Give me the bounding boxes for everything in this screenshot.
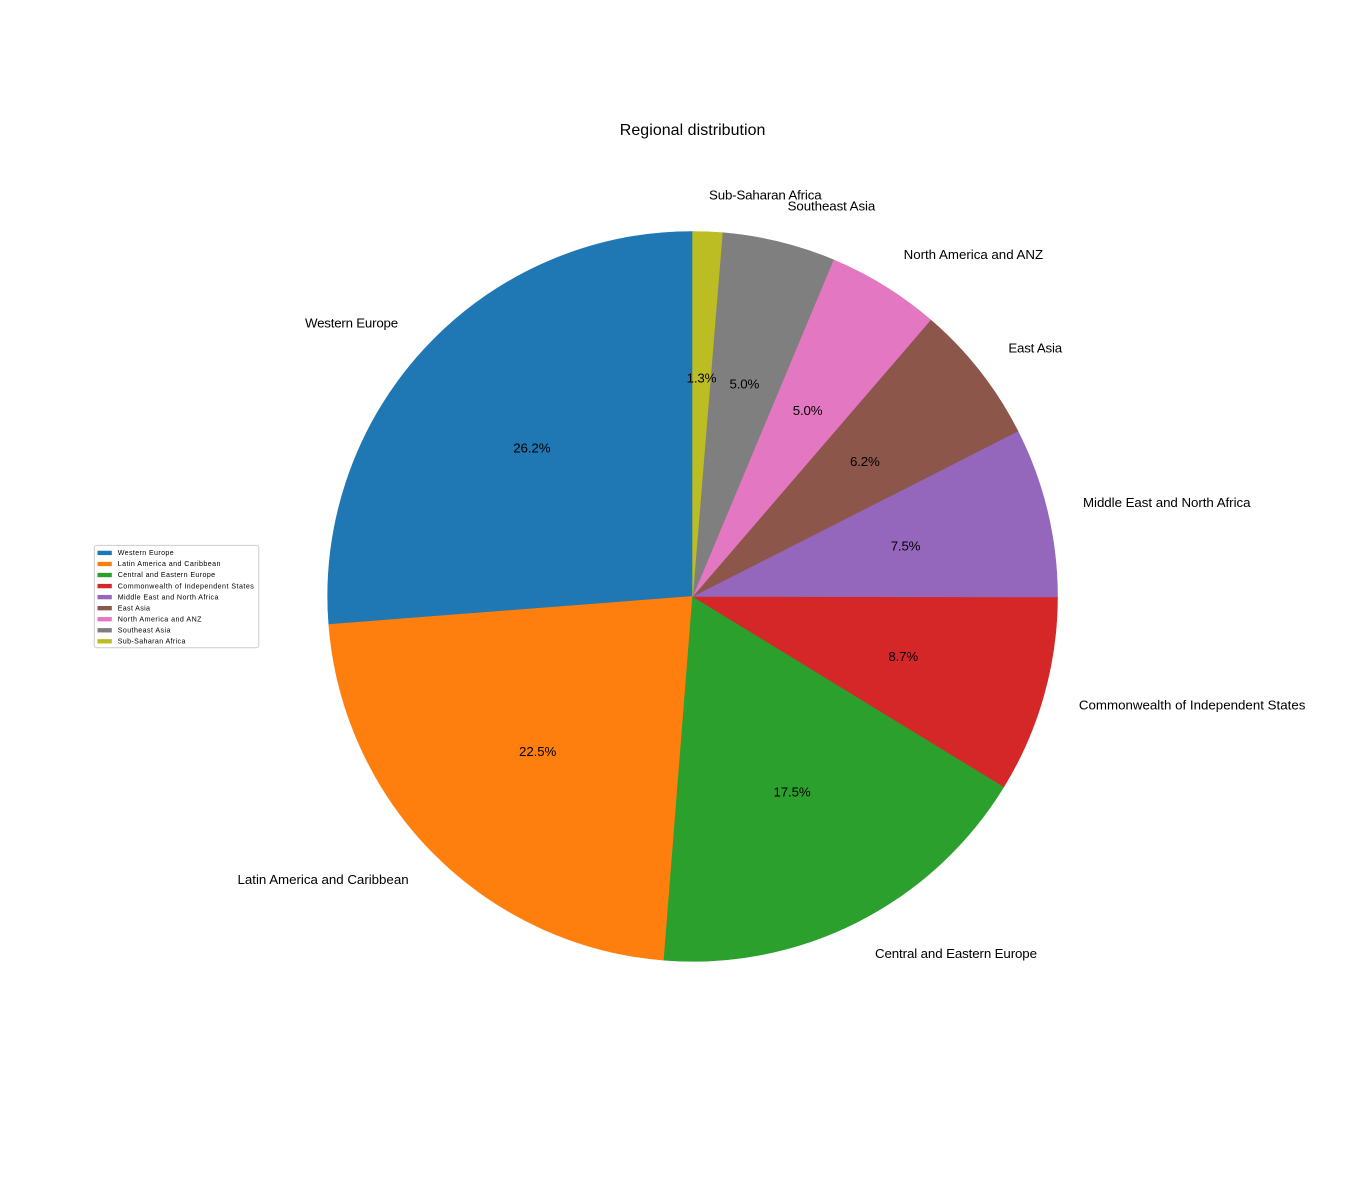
svg-text:8.7%: 8.7% [888,649,918,664]
svg-text:Regional distribution: Regional distribution [620,122,766,139]
svg-text:Western Europe: Western Europe [118,549,174,557]
svg-text:Southeast Asia: Southeast Asia [788,198,876,213]
svg-text:East Asia: East Asia [118,604,150,612]
svg-text:17.5%: 17.5% [773,784,810,799]
svg-text:North America and ANZ: North America and ANZ [904,247,1044,262]
svg-text:Sub-Saharan Africa: Sub-Saharan Africa [118,638,186,646]
svg-text:Central and Eastern Europe: Central and Eastern Europe [875,946,1037,961]
svg-text:Sub-Saharan Africa: Sub-Saharan Africa [709,187,822,202]
svg-text:1.3%: 1.3% [687,371,717,386]
svg-text:Commonwealth of Independent St: Commonwealth of Independent States [118,582,255,590]
svg-text:Central and Eastern Europe: Central and Eastern Europe [118,571,215,579]
svg-text:Latin America and Caribbean: Latin America and Caribbean [118,560,221,568]
svg-text:Middle East and North Africa: Middle East and North Africa [118,593,219,601]
svg-text:Middle East and North Africa: Middle East and North Africa [1083,495,1251,510]
svg-text:Latin America and Caribbean: Latin America and Caribbean [238,872,409,887]
svg-text:22.5%: 22.5% [519,744,556,759]
svg-text:Southeast Asia: Southeast Asia [118,626,171,634]
svg-text:7.5%: 7.5% [891,539,921,554]
svg-text:5.0%: 5.0% [730,377,760,392]
svg-text:Commonwealth of Independent St: Commonwealth of Independent States [1079,698,1306,713]
svg-text:Western Europe: Western Europe [305,316,398,331]
svg-text:East Asia: East Asia [1008,341,1062,356]
svg-text:North America and ANZ: North America and ANZ [118,615,202,623]
svg-text:6.2%: 6.2% [850,454,880,469]
svg-text:26.2%: 26.2% [513,441,550,456]
svg-text:5.0%: 5.0% [793,403,823,418]
